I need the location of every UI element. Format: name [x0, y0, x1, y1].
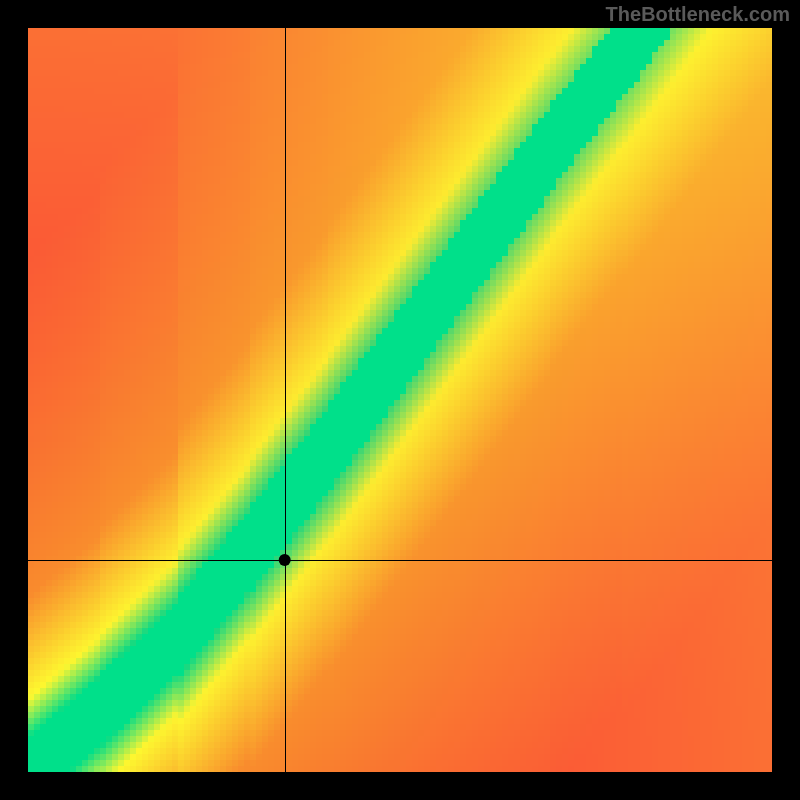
watermark-text: TheBottleneck.com — [606, 4, 790, 27]
bottleneck-heatmap — [0, 0, 800, 800]
